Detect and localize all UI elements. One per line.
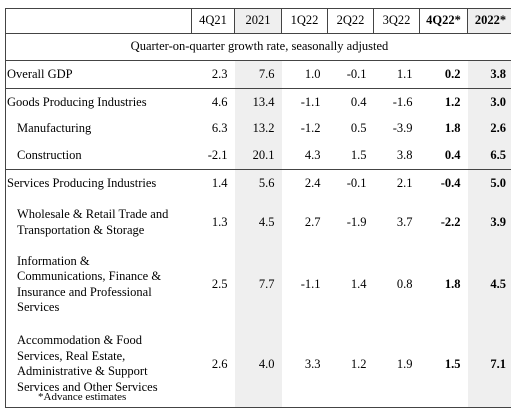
row-label: Accommodation & Food Services, Real Esta…: [17, 333, 158, 394]
cell-value: 1.0: [281, 60, 328, 89]
cell-value: 2.5: [211, 276, 228, 291]
data-row: Services Producing Industries 1.4 5.6 2.4 -0…: [6, 169, 511, 198]
data-row: Manufacturing 6.3 13.2 -1.2 0.5 -3.9 1.8 2.6: [6, 115, 511, 143]
cell-value: -2.2: [440, 214, 461, 229]
cell-value: 5.0: [467, 169, 511, 198]
cell-value: 3.8: [373, 142, 420, 170]
row-label: Construction: [5, 142, 192, 170]
data-row: Overall GDP 2.3 7.6 1.0 -0.1 1.1 0.2 3.8: [5, 60, 511, 89]
cell-value: 20.1: [234, 142, 282, 170]
cell-value: 4.5: [234, 197, 282, 248]
cell-value: 1.5: [327, 142, 374, 170]
row-label: Overall GDP: [5, 60, 192, 89]
cell-value: 1.4: [350, 276, 367, 291]
cell-value: 7.6: [234, 60, 282, 89]
cell-value: 2.6: [467, 115, 511, 143]
cell-value: -1.2: [300, 121, 321, 136]
cell-value: 6.5: [467, 142, 511, 170]
cell-value: 0.5: [350, 121, 367, 136]
data-row: Accommodation & Food Services, Real Esta…: [6, 321, 511, 408]
cell-value: 1.8: [444, 121, 461, 136]
cell-value: -1.6: [392, 94, 413, 109]
row-label: Manufacturing: [17, 121, 92, 136]
cell-value: 3.9: [467, 197, 511, 248]
data-row: Wholesale & Retail Trade and Transportat…: [6, 197, 511, 248]
cell-value: 1.1: [373, 60, 420, 89]
cell-value: -1.9: [346, 214, 367, 229]
cell-value: 2.1: [396, 176, 413, 190]
cell-value: 5.6: [234, 169, 282, 198]
subtitle-row: Quarter-on-quarter growth rate, seasonal…: [5, 33, 511, 61]
cell-value: 3.3: [304, 356, 321, 371]
corner-cell: [5, 8, 192, 34]
cell-value: 0.4: [350, 94, 367, 109]
cell-value: 1.4: [211, 176, 228, 190]
cell-value: 3.8: [467, 60, 511, 89]
cell-value: 0.2: [419, 60, 468, 89]
gdp-table: 4Q21 2021 1Q22 2Q22 3Q22 4Q22* 2022* Quarter-on…: [5, 8, 511, 408]
cell-value: -3.9: [392, 121, 413, 136]
header-row: 4Q21 2021 1Q22 2Q22 3Q22 4Q22* 2022*: [5, 8, 511, 34]
cell-value: 1.9: [396, 356, 413, 371]
column-header: 2022*: [467, 8, 511, 34]
row-label: Services Producing Industries: [7, 176, 157, 190]
cell-value: -0.1: [327, 60, 374, 89]
cell-value: 1.2: [350, 356, 367, 371]
cell-value: 4.3: [281, 142, 328, 170]
cell-value: 4.5: [467, 247, 511, 322]
cell-value: 1.5: [444, 356, 461, 371]
cell-value: 3.0: [467, 88, 511, 116]
cell-value: 1.8: [444, 276, 461, 291]
cell-value: 13.4: [234, 88, 282, 116]
footnote: *Advance estimates: [38, 391, 127, 403]
cell-value: -1.1: [300, 276, 321, 291]
cell-value: 7.1: [467, 321, 511, 408]
cell-value: 0.4: [419, 142, 468, 170]
data-row: Goods Producing Industries 4.6 13.4 -1.1 0.4…: [6, 88, 511, 116]
cell-value: 6.3: [211, 121, 228, 136]
cell-value: 2.6: [211, 356, 228, 371]
subtitle: Quarter-on-quarter growth rate, seasonal…: [5, 33, 511, 61]
cell-value: 4.0: [234, 321, 282, 408]
cell-value: 1.3: [211, 214, 228, 229]
cell-value: 2.4: [304, 176, 321, 190]
table-container: 4Q21 2021 1Q22 2Q22 3Q22 4Q22* 2022* Quarter-on…: [5, 8, 511, 408]
cell-value: -0.1: [346, 176, 367, 190]
cell-value: 4.6: [211, 94, 228, 109]
column-header: 2021: [234, 8, 282, 34]
cell-value: 13.2: [234, 115, 282, 143]
column-header: 3Q22: [373, 8, 420, 34]
row-label: Information & Communications, Finance & …: [17, 253, 162, 315]
row-label: Goods Producing Industries: [7, 94, 147, 109]
cell-value: 1.2: [444, 94, 461, 109]
cell-value: -2.1: [191, 142, 235, 170]
column-header: 4Q21: [191, 8, 235, 34]
column-header: 2Q22: [327, 8, 374, 34]
row-label: Wholesale & Retail Trade and Transportat…: [17, 207, 169, 237]
cell-value: 0.8: [396, 276, 413, 291]
data-row: Construction -2.1 20.1 4.3 1.5 3.8 0.4 6.5: [5, 142, 511, 170]
cell-value: 3.7: [396, 214, 413, 229]
cell-value: 7.7: [234, 247, 282, 322]
cell-value: 2.7: [304, 214, 321, 229]
column-header: 4Q22*: [419, 8, 468, 34]
column-header: 1Q22: [281, 8, 328, 34]
cell-value: 2.3: [191, 60, 235, 89]
data-row: Information & Communications, Finance & …: [6, 247, 511, 322]
cell-value: -1.1: [300, 94, 321, 109]
cell-value: -0.4: [440, 176, 461, 190]
